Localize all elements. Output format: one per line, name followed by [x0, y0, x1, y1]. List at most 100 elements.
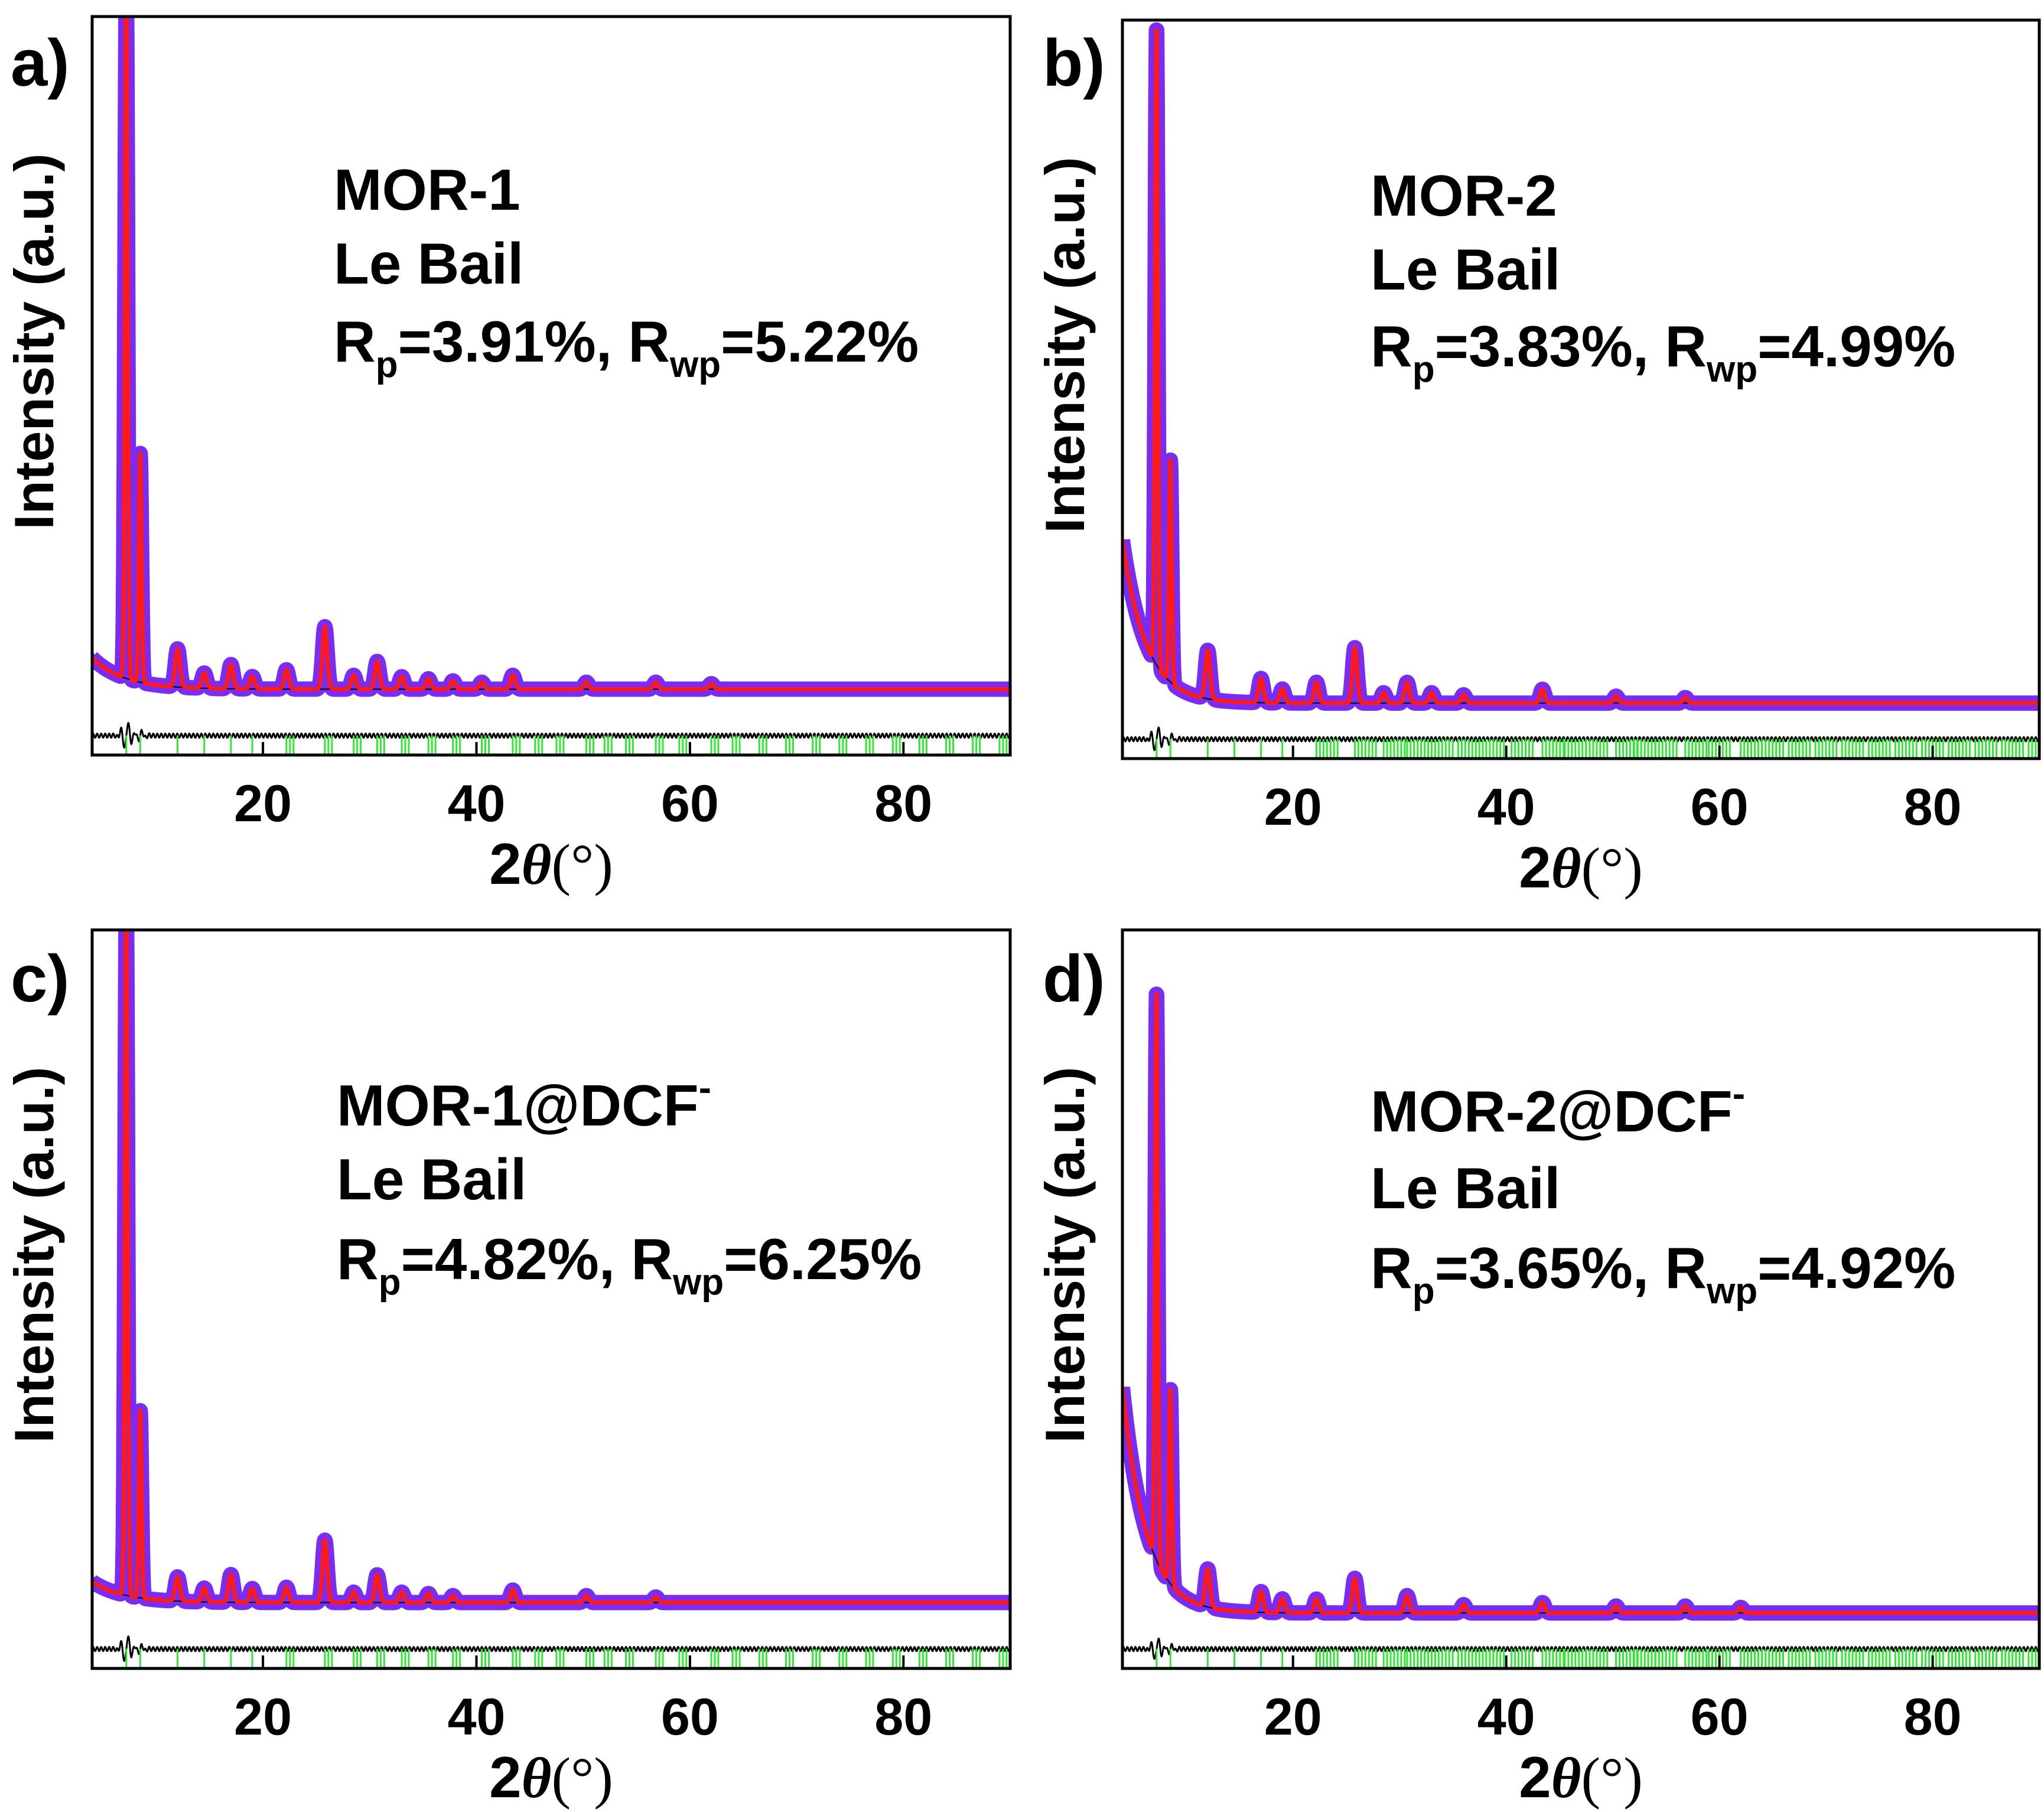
- calculated-series: [1122, 28, 2039, 705]
- rwp-value: =4.92%: [1757, 1235, 1955, 1300]
- sample-name: MOR-1@DCF-: [337, 1066, 711, 1138]
- rwp-subscript: wp: [1706, 349, 1757, 390]
- x-tick-label: 20: [1264, 777, 1322, 836]
- x-axis-label-symbol: θ: [522, 1746, 552, 1810]
- panel-label: b): [1043, 26, 1105, 100]
- rp-subscript: p: [376, 344, 398, 385]
- panel-label: c): [11, 942, 70, 1016]
- sample-name-sup: -: [699, 1066, 711, 1109]
- x-tick-label: 60: [661, 774, 719, 832]
- x-tick-label: 40: [448, 774, 506, 832]
- x-tick-label: 20: [234, 1687, 292, 1746]
- x-tick-label: 40: [448, 1687, 506, 1746]
- panel-label: d): [1043, 942, 1105, 1016]
- rp-subscript: p: [1412, 349, 1435, 390]
- refinement-method: Le Bail: [337, 1147, 526, 1212]
- rwp-subscript: wp: [669, 344, 721, 385]
- sample-name-sup: -: [1733, 1072, 1745, 1115]
- plot-frame: [1121, 18, 2041, 760]
- sample-name: MOR-2@DCF-: [1371, 1072, 1745, 1144]
- plot-area: [92, 930, 1010, 1668]
- panel-d: 20 40 60 80 2θ(°) Intensity (a.u.) d) MOR-2@DCF…: [1034, 928, 2041, 1810]
- sample-name: MOR-2: [1371, 163, 1557, 228]
- rp-value: =3.91%, R: [398, 309, 670, 374]
- x-tick-label: 40: [1477, 777, 1535, 836]
- rp-symbol: R: [1371, 1235, 1412, 1300]
- calculated-series: [92, 930, 1010, 1605]
- rwp-subscript: wp: [672, 1262, 724, 1303]
- x-axis-label-prefix: 2: [489, 831, 522, 896]
- x-tick-label: 20: [1264, 1687, 1322, 1746]
- y-axis-label: Intensity (a.u.): [3, 1066, 65, 1443]
- rp-symbol: R: [337, 1227, 379, 1292]
- x-axis-label-unit: (°): [551, 1746, 613, 1810]
- x-axis-label: 2θ(°): [1519, 835, 1643, 900]
- rp-symbol: R: [334, 309, 376, 374]
- rp-value: =4.82%, R: [401, 1227, 673, 1292]
- x-axis-label-prefix: 2: [489, 1745, 522, 1810]
- r-factors: Rp=3.65%, Rwp=4.92%: [1371, 1235, 1955, 1312]
- panel-a: 20 40 60 80 2θ(°) Intensity (a.u.) a) MOR-1 Le B…: [3, 15, 1012, 897]
- r-factors: Rp=3.91%, Rwp=5.22%: [334, 309, 919, 385]
- bragg-ticks: [1156, 739, 2039, 759]
- background-series: [1122, 1387, 2039, 1614]
- refinement-method: Le Bail: [334, 231, 523, 296]
- x-axis-label-prefix: 2: [1519, 835, 1551, 900]
- x-tick-label: 80: [1904, 1687, 1962, 1746]
- x-axis-label-unit: (°): [1581, 1746, 1642, 1810]
- x-axis-label: 2θ(°): [489, 831, 613, 897]
- difference-series: [92, 1635, 1010, 1663]
- x-axis-label-symbol: θ: [1551, 1746, 1581, 1810]
- sample-name-text: MOR-1: [334, 157, 520, 222]
- x-axis-label-unit: (°): [551, 833, 613, 897]
- x-tick-label: 60: [1691, 777, 1749, 836]
- rwp-value: =5.22%: [721, 309, 919, 374]
- rp-subscript: p: [379, 1262, 401, 1303]
- x-tick-label: 40: [1477, 1687, 1535, 1746]
- plot-area: [1122, 22, 2039, 759]
- x-tick-label: 80: [874, 1687, 932, 1746]
- panel-c: 20 40 60 80 2θ(°) Intensity (a.u.) c) MOR-1@DCF…: [3, 928, 1012, 1810]
- r-factors: Rp=4.82%, Rwp=6.25%: [337, 1227, 922, 1303]
- plot-frame: [90, 15, 1012, 757]
- plot-area: [92, 17, 1010, 755]
- x-tick-label: 60: [661, 1687, 719, 1746]
- x-axis-label: 2θ(°): [489, 1745, 613, 1810]
- x-axis-label-symbol: θ: [522, 833, 552, 897]
- difference-series: [92, 721, 1010, 749]
- calculated-series: [1122, 992, 2039, 1615]
- calculated-series: [92, 17, 1010, 691]
- x-tick-label: 80: [1904, 777, 1962, 836]
- bragg-ticks: [125, 1648, 1008, 1668]
- x-axis-label: 2θ(°): [1519, 1745, 1643, 1810]
- x-tick-label: 60: [1691, 1687, 1749, 1746]
- sample-name: MOR-1: [334, 157, 520, 222]
- sample-name-text: MOR-1@DCF: [337, 1073, 699, 1138]
- r-factors: Rp=3.83%, Rwp=4.99%: [1371, 314, 1955, 390]
- rp-value: =3.83%, R: [1435, 314, 1707, 379]
- rp-value: =3.65%, R: [1435, 1235, 1707, 1300]
- panel-label: a): [11, 26, 70, 100]
- rp-subscript: p: [1412, 1271, 1435, 1312]
- y-axis-label: Intensity (a.u.): [1034, 157, 1096, 533]
- y-axis-label: Intensity (a.u.): [3, 153, 65, 529]
- rwp-subscript: wp: [1706, 1271, 1757, 1312]
- plot-frame: [1121, 928, 2041, 1670]
- refinement-method: Le Bail: [1371, 1156, 1560, 1221]
- plot-frame: [90, 928, 1012, 1670]
- x-tick-label: 20: [234, 774, 292, 832]
- x-axis-label-unit: (°): [1581, 837, 1642, 900]
- x-tick-label: 80: [874, 774, 932, 832]
- rwp-value: =4.99%: [1757, 314, 1955, 379]
- sample-name-text: MOR-2: [1371, 163, 1557, 228]
- x-axis-label-symbol: θ: [1551, 837, 1581, 900]
- rwp-value: =6.25%: [724, 1227, 922, 1292]
- panel-b: 20 40 60 80 2θ(°) Intensity (a.u.) b) MOR-2 Le B…: [1034, 18, 2041, 900]
- x-axis-label-prefix: 2: [1519, 1745, 1551, 1810]
- refinement-method: Le Bail: [1371, 237, 1560, 302]
- y-axis-label: Intensity (a.u.): [1034, 1066, 1096, 1443]
- bragg-ticks: [125, 735, 1008, 755]
- rp-symbol: R: [1371, 314, 1412, 379]
- sample-name-text: MOR-2@DCF: [1371, 1079, 1733, 1144]
